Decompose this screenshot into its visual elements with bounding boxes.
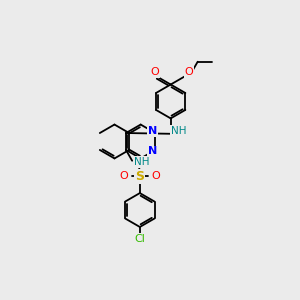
Text: NH: NH <box>171 126 186 136</box>
Text: O: O <box>185 67 194 77</box>
Text: Cl: Cl <box>134 233 145 244</box>
Text: O: O <box>119 171 128 181</box>
Text: NH: NH <box>134 157 149 167</box>
Text: N: N <box>148 127 157 136</box>
Text: O: O <box>150 67 159 77</box>
Text: O: O <box>152 171 160 181</box>
Text: N: N <box>148 146 157 157</box>
Text: S: S <box>135 169 144 183</box>
